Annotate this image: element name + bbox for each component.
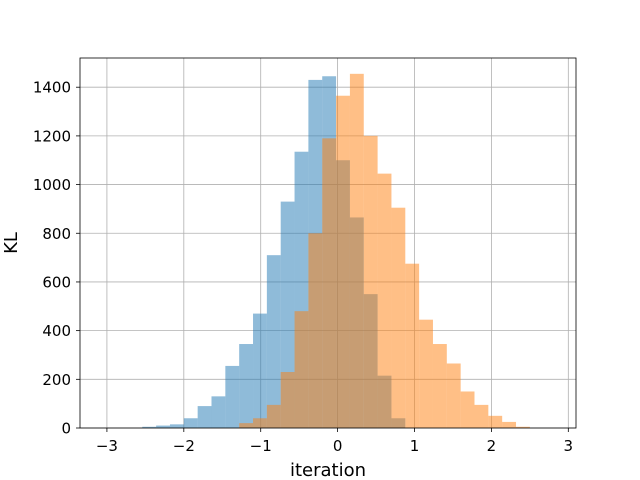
y-axis-label: KL [1, 232, 22, 254]
histogram-bar-series-1 [225, 365, 240, 428]
x-tick-label: −2 [173, 437, 195, 455]
y-tick-label: 400 [42, 322, 71, 340]
y-axis-ticks: 0 200 400 600 800 1000 1200 1400 [33, 79, 80, 438]
histogram-bar-series-1 [280, 201, 295, 428]
x-axis-label: iteration [290, 460, 366, 480]
histogram-bar-series-1 [183, 418, 198, 428]
y-tick-label: 1000 [33, 176, 71, 194]
x-tick-label: 2 [487, 437, 497, 455]
histogram-bar-series-2 [322, 138, 337, 428]
histogram-bar-series-2 [377, 173, 392, 428]
histogram-bar-series-2 [460, 391, 475, 428]
histogram-bar-series-2 [432, 344, 447, 428]
histogram-bar-series-2 [294, 311, 309, 428]
histogram-bar-series-1 [253, 313, 267, 428]
histogram-bar-series-2 [308, 233, 323, 428]
histogram-bar-series-2 [391, 207, 406, 428]
y-tick-label: 800 [42, 225, 71, 243]
y-tick-label: 200 [42, 371, 71, 389]
y-tick-label: 600 [42, 273, 71, 291]
histogram-bar-series-1 [197, 406, 212, 428]
x-tick-label: 3 [564, 437, 574, 455]
histogram-bar-series-2 [405, 263, 420, 428]
histogram-bar-series-2 [488, 415, 503, 428]
histogram-bars [142, 73, 530, 429]
histogram-bar-series-2 [266, 404, 281, 428]
histogram-bar-series-2 [502, 421, 517, 428]
y-tick-label: 1200 [33, 127, 71, 145]
x-tick-label: −1 [250, 437, 272, 455]
histogram-bar-series-2 [474, 404, 489, 428]
histogram-bar-series-2 [253, 418, 267, 428]
histogram-bar-series-1 [239, 344, 254, 428]
histogram-bar-series-1 [266, 255, 281, 428]
histogram-bar-series-2 [363, 135, 378, 429]
histogram-bar-series-2 [349, 73, 364, 429]
axes-frame [79, 57, 577, 429]
histogram-bar-series-1 [156, 425, 170, 428]
histogram-bar-series-2 [419, 319, 433, 428]
x-tick-label: 0 [333, 437, 343, 455]
x-tick-label: 1 [410, 437, 420, 455]
x-tick-label: −3 [96, 437, 118, 455]
y-tick-label: 1400 [33, 79, 71, 97]
y-tick-label: 0 [61, 420, 71, 438]
histogram-bar-series-1 [169, 424, 184, 428]
histogram-bar-series-2 [280, 372, 295, 428]
x-axis-ticks: −3 −2 −1 0 1 2 3 [96, 428, 573, 455]
histogram-bar-series-2 [336, 95, 350, 429]
histogram-bar-series-2 [446, 363, 461, 428]
histogram-bar-series-1 [211, 396, 226, 428]
histogram-bar-series-2 [239, 423, 254, 428]
histogram-bar-series-2 [516, 426, 530, 428]
histogram-bar-series-1 [142, 426, 157, 428]
